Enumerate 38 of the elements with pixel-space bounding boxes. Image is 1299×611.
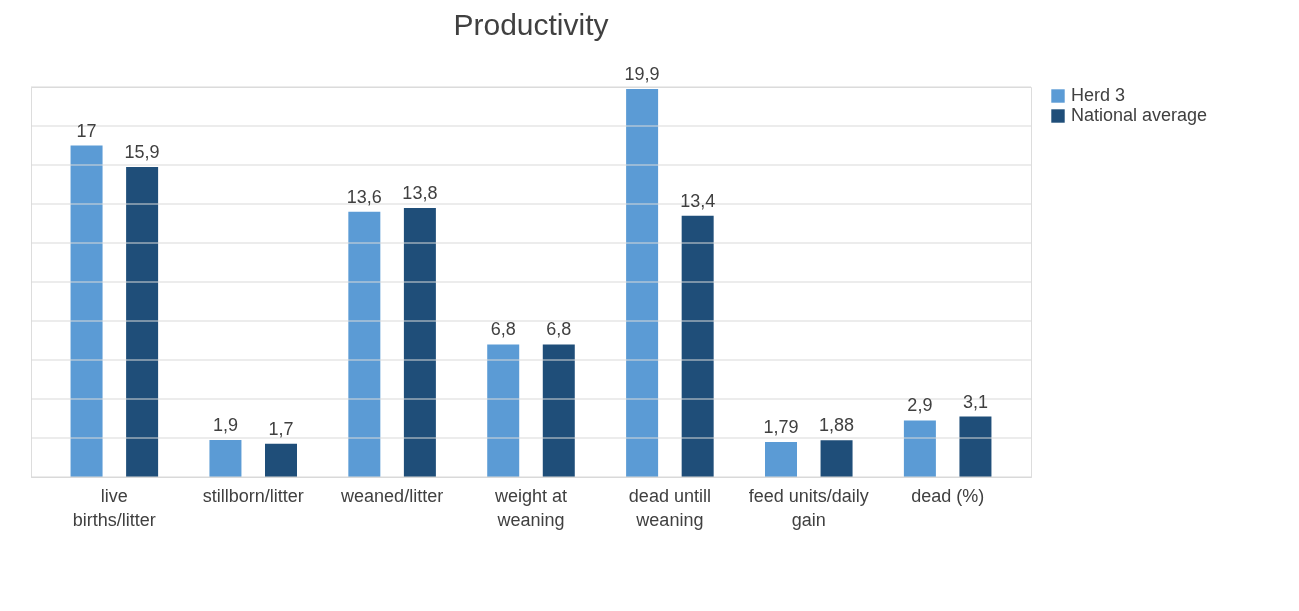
bar: [903, 420, 936, 477]
x-tick-label: weaned/litter: [340, 485, 444, 506]
bar: [70, 145, 103, 477]
data-label: 1,9: [212, 414, 238, 435]
bar: [820, 440, 853, 477]
bar: [265, 443, 297, 477]
data-label: 1,79: [763, 417, 799, 438]
bar: [487, 344, 520, 477]
x-tick-label: dead (%): [911, 485, 985, 506]
data-label: 1,7: [268, 418, 294, 439]
bar: [681, 215, 714, 477]
bar: [542, 344, 575, 477]
x-tick-label: stillborn/litter: [202, 485, 304, 506]
chart-title: Productivity: [453, 7, 609, 41]
bar: [626, 88, 659, 477]
legend-label: Herd 3: [1071, 85, 1126, 105]
data-label: 2,9: [907, 395, 933, 416]
data-label: 19,9: [624, 63, 660, 84]
x-tick-label: weight at weaning: [493, 485, 568, 530]
x-tick-label: dead untill weaning: [628, 485, 711, 530]
bar: [209, 439, 242, 477]
data-label: 15,9: [124, 141, 160, 162]
data-label: 1,88: [819, 415, 855, 436]
bar: [348, 211, 381, 477]
x-tick-label: feed units/daily gain: [748, 485, 869, 530]
data-label: 13,4: [680, 190, 716, 211]
data-label: 6,8: [546, 319, 572, 340]
bar: [765, 442, 797, 477]
bar: [959, 416, 992, 477]
data-label: 13,8: [402, 182, 438, 203]
data-label: 13,6: [346, 186, 382, 207]
legend-label: National average: [1071, 105, 1208, 125]
bar: [403, 207, 436, 477]
data-label: 6,8: [490, 319, 516, 340]
data-label: 3,1: [962, 391, 988, 412]
x-tick-label: live births/litter: [72, 485, 156, 530]
bar: [126, 166, 159, 477]
data-label: 17: [76, 120, 97, 141]
